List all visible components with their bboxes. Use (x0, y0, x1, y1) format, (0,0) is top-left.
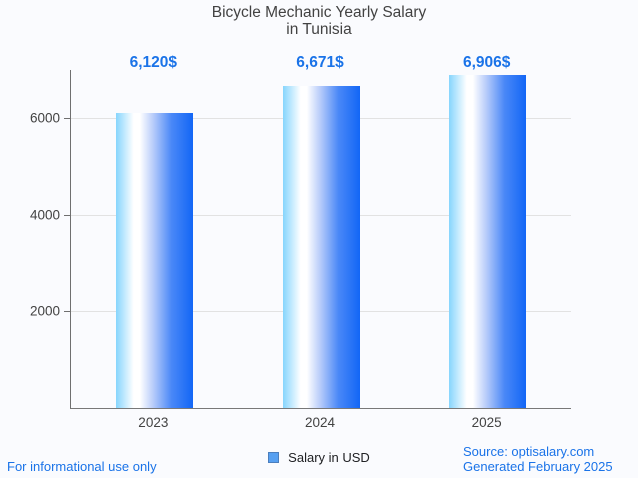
value-label: 6,120$ (129, 54, 178, 71)
value-label: 6,671$ (296, 54, 344, 71)
source-text: Source: optisalary.com (463, 444, 595, 459)
y-tick-label: 6000 (29, 110, 60, 126)
source-block: Source: optisalary.com Generated Februar… (463, 444, 613, 474)
disclaimer-text: For informational use only (7, 459, 157, 474)
value-label: 6,906$ (462, 54, 511, 71)
y-tick-label: 2000 (29, 303, 60, 319)
x-tick-label: 2025 (471, 415, 502, 430)
chart-title: Bicycle Mechanic Yearly Salary in Tunisi… (0, 4, 638, 38)
legend-swatch-icon (268, 452, 280, 463)
legend-label: Salary in USD (288, 450, 370, 465)
legend[interactable]: Salary in USD (0, 450, 638, 465)
y-tick-mark (64, 311, 70, 313)
y-tick-label: 4000 (29, 207, 60, 223)
generated-text: Generated February 2025 (463, 459, 613, 474)
x-tick-label: 2024 (304, 415, 336, 430)
y-tick-mark (64, 118, 70, 120)
bar-2024[interactable] (282, 85, 360, 408)
y-tick-mark (64, 214, 70, 216)
chart-title-line1: Bicycle Mechanic Yearly Salary (211, 4, 427, 21)
x-tick-label: 2023 (138, 415, 169, 430)
bar-2023[interactable] (115, 112, 193, 408)
bar-2025[interactable] (449, 74, 527, 408)
chart-title-line2: in Tunisia (286, 20, 352, 38)
plot-area (70, 70, 571, 409)
